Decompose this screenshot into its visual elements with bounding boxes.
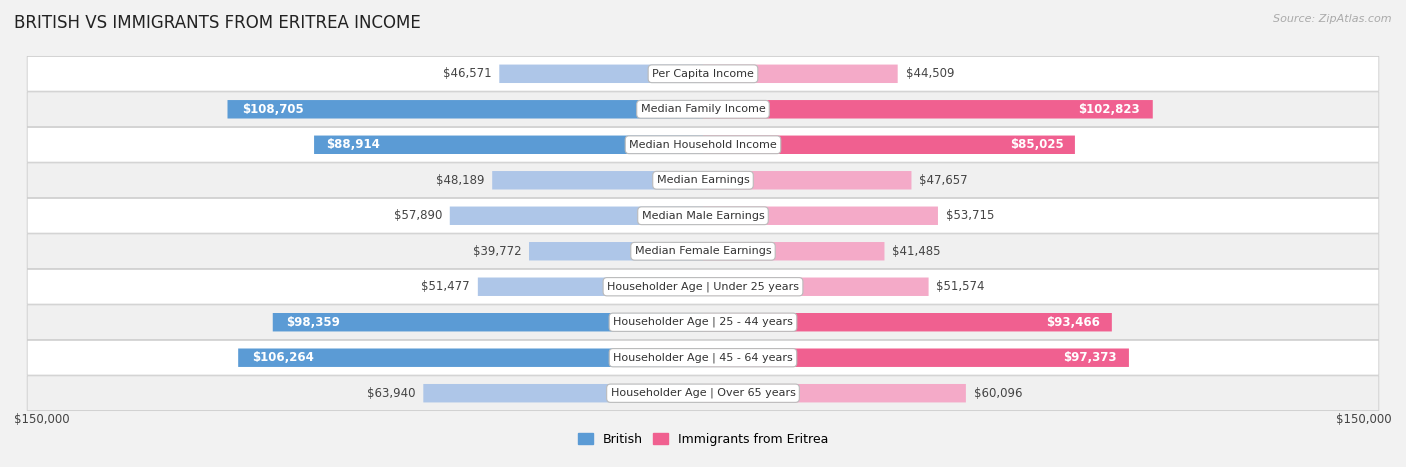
FancyBboxPatch shape [478,277,703,296]
FancyBboxPatch shape [423,384,703,403]
FancyBboxPatch shape [273,313,703,332]
Text: $106,264: $106,264 [252,351,314,364]
FancyBboxPatch shape [703,242,884,261]
FancyBboxPatch shape [27,198,1379,233]
Text: $85,025: $85,025 [1010,138,1064,151]
FancyBboxPatch shape [492,171,703,190]
FancyBboxPatch shape [703,313,1112,332]
FancyBboxPatch shape [703,348,1129,367]
FancyBboxPatch shape [703,100,1153,119]
FancyBboxPatch shape [27,92,1379,127]
FancyBboxPatch shape [27,127,1379,162]
FancyBboxPatch shape [703,277,928,296]
Text: $53,715: $53,715 [946,209,994,222]
Text: BRITISH VS IMMIGRANTS FROM ERITREA INCOME: BRITISH VS IMMIGRANTS FROM ERITREA INCOM… [14,14,420,32]
FancyBboxPatch shape [703,135,1076,154]
Text: $57,890: $57,890 [394,209,441,222]
Text: $63,940: $63,940 [367,387,415,400]
FancyBboxPatch shape [703,64,897,83]
Text: $150,000: $150,000 [1336,413,1392,426]
Text: $98,359: $98,359 [285,316,339,329]
Text: Median Household Income: Median Household Income [628,140,778,150]
Text: $108,705: $108,705 [242,103,304,116]
Text: Per Capita Income: Per Capita Income [652,69,754,79]
Text: $47,657: $47,657 [920,174,967,187]
Text: Median Earnings: Median Earnings [657,175,749,185]
FancyBboxPatch shape [450,206,703,225]
Text: $60,096: $60,096 [974,387,1022,400]
Text: Median Family Income: Median Family Income [641,104,765,114]
Text: $48,189: $48,189 [436,174,484,187]
FancyBboxPatch shape [703,171,911,190]
Text: Householder Age | Under 25 years: Householder Age | Under 25 years [607,282,799,292]
Text: Householder Age | 25 - 44 years: Householder Age | 25 - 44 years [613,317,793,327]
Text: $39,772: $39,772 [472,245,522,258]
Text: $46,571: $46,571 [443,67,492,80]
Text: $44,509: $44,509 [905,67,955,80]
FancyBboxPatch shape [27,163,1379,198]
FancyBboxPatch shape [238,348,703,367]
Text: Median Female Earnings: Median Female Earnings [634,246,772,256]
FancyBboxPatch shape [499,64,703,83]
Text: $51,477: $51,477 [422,280,470,293]
Text: Householder Age | 45 - 64 years: Householder Age | 45 - 64 years [613,353,793,363]
FancyBboxPatch shape [27,340,1379,375]
Text: $93,466: $93,466 [1046,316,1099,329]
FancyBboxPatch shape [27,234,1379,269]
Text: $88,914: $88,914 [326,138,380,151]
FancyBboxPatch shape [27,305,1379,340]
Text: $150,000: $150,000 [14,413,70,426]
FancyBboxPatch shape [228,100,703,119]
FancyBboxPatch shape [529,242,703,261]
FancyBboxPatch shape [314,135,703,154]
Text: $102,823: $102,823 [1077,103,1139,116]
FancyBboxPatch shape [27,57,1379,91]
FancyBboxPatch shape [703,206,938,225]
Text: Median Male Earnings: Median Male Earnings [641,211,765,221]
Text: $97,373: $97,373 [1063,351,1116,364]
Text: Source: ZipAtlas.com: Source: ZipAtlas.com [1274,14,1392,24]
Text: Householder Age | Over 65 years: Householder Age | Over 65 years [610,388,796,398]
Text: $51,574: $51,574 [936,280,986,293]
Legend: British, Immigrants from Eritrea: British, Immigrants from Eritrea [572,428,834,451]
FancyBboxPatch shape [27,269,1379,304]
FancyBboxPatch shape [27,376,1379,410]
Text: $41,485: $41,485 [893,245,941,258]
FancyBboxPatch shape [703,384,966,403]
